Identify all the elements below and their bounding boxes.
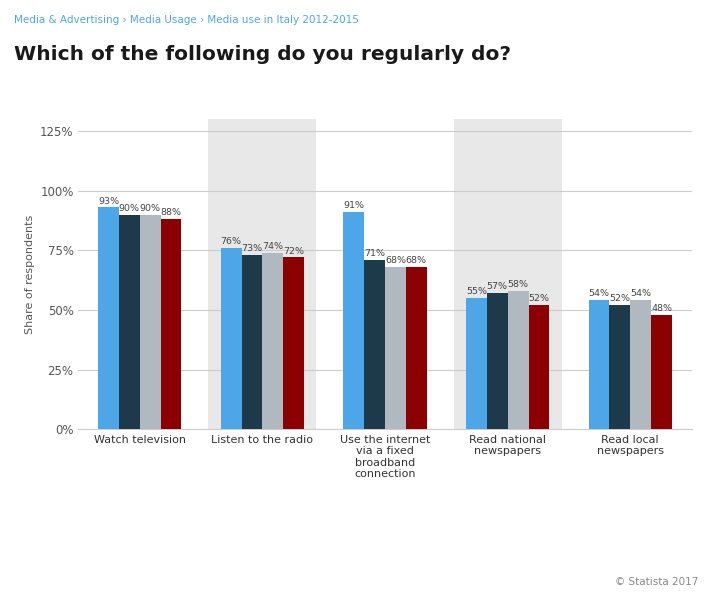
Bar	[119, 215, 140, 429]
Text: 90%: 90%	[140, 204, 160, 213]
Bar	[160, 219, 181, 429]
Bar	[651, 315, 672, 429]
Text: 68%: 68%	[385, 256, 406, 265]
Text: Media & Advertising › Media Usage › Media use in Italy 2012-2015: Media & Advertising › Media Usage › Medi…	[14, 15, 359, 25]
Text: 71%: 71%	[364, 249, 385, 258]
Bar	[283, 257, 304, 429]
Bar	[630, 300, 651, 429]
Bar	[262, 253, 283, 429]
Bar	[528, 305, 549, 429]
Bar	[98, 207, 119, 429]
Bar	[208, 119, 317, 429]
Text: 90%: 90%	[119, 204, 140, 213]
Text: © Statista 2017: © Statista 2017	[615, 577, 699, 587]
Text: 48%: 48%	[651, 304, 672, 313]
Bar	[487, 293, 508, 429]
Text: 57%: 57%	[487, 283, 508, 291]
Text: 93%: 93%	[98, 197, 119, 206]
Text: 54%: 54%	[630, 290, 651, 299]
Text: Which of the following do you regularly do?: Which of the following do you regularly …	[14, 45, 511, 64]
Bar	[140, 215, 160, 429]
Text: 58%: 58%	[508, 280, 528, 289]
Text: 72%: 72%	[283, 247, 304, 256]
Text: 52%: 52%	[528, 294, 550, 303]
Text: 54%: 54%	[588, 290, 610, 299]
Bar	[508, 291, 528, 429]
Y-axis label: Share of respondents: Share of respondents	[24, 215, 34, 334]
Bar	[466, 298, 487, 429]
Text: 73%: 73%	[242, 244, 262, 253]
Bar	[221, 248, 242, 429]
Bar	[406, 267, 426, 429]
Bar	[242, 255, 262, 429]
Text: 52%: 52%	[610, 294, 630, 303]
Bar	[344, 212, 364, 429]
Text: 76%: 76%	[220, 237, 242, 246]
Text: 88%: 88%	[160, 209, 182, 218]
Text: 74%: 74%	[262, 242, 283, 251]
Text: 55%: 55%	[466, 287, 487, 296]
Bar	[385, 267, 406, 429]
Bar	[364, 260, 385, 429]
Bar	[453, 119, 562, 429]
Text: 91%: 91%	[343, 201, 364, 210]
Bar	[589, 300, 610, 429]
Text: 68%: 68%	[406, 256, 427, 265]
Bar	[610, 305, 630, 429]
